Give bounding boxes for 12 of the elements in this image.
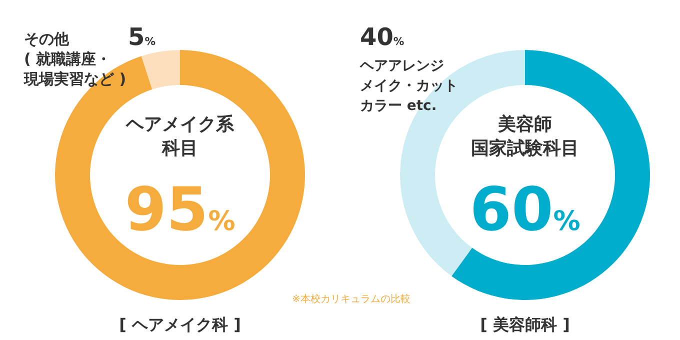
slice-label: その他( 就職講座・現場実習など )	[23, 30, 126, 88]
data-label: 95%	[124, 175, 236, 245]
text: [ 美容師科 ]	[480, 315, 570, 334]
slice-label: ヘアアレンジメイク・カットカラー etc.	[359, 58, 458, 114]
slice-label: 美容師国家試験科目	[471, 114, 579, 159]
data-label: 5%	[128, 23, 156, 51]
data-label: 60%	[470, 175, 580, 245]
text: ※本校カリキュラムの比較	[292, 293, 410, 305]
data-label: 40%	[360, 23, 404, 51]
text: [ ヘアメイク科 ]	[119, 315, 241, 334]
slice-label: ヘアメイク系科目	[125, 114, 235, 159]
donut-slice	[141, 50, 180, 90]
